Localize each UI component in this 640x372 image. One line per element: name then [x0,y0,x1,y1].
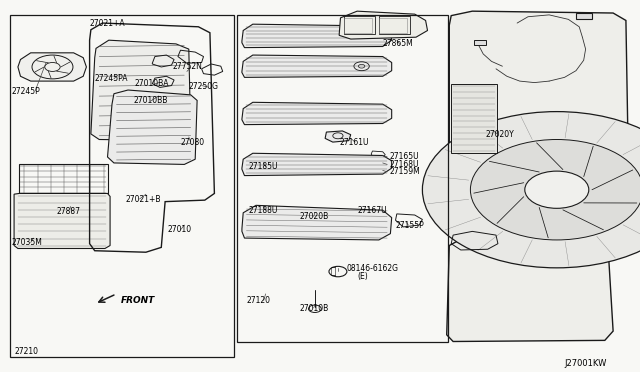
Bar [10,15,234,357]
Text: (E): (E) [357,272,368,280]
Text: 27155P: 27155P [396,221,424,230]
Text: 27188U: 27188U [248,206,278,215]
Text: 27185U: 27185U [248,162,278,171]
Text: 27010B: 27010B [300,304,329,312]
Text: 27021+B: 27021+B [125,195,161,203]
Text: 27159M: 27159M [389,167,420,176]
Bar [237,15,448,342]
Text: 27020Y: 27020Y [485,130,514,139]
Text: 08146-6162G: 08146-6162G [347,264,399,273]
Text: 27210: 27210 [14,347,38,356]
Text: Ⓔ: Ⓔ [331,267,336,276]
Polygon shape [242,55,392,77]
Text: 27887: 27887 [56,207,81,216]
Bar [451,84,497,153]
Circle shape [422,112,640,268]
Bar [344,18,372,33]
Text: 27865M: 27865M [383,39,413,48]
Text: 27021+A: 27021+A [90,19,125,28]
Text: 27245PA: 27245PA [95,74,128,83]
Polygon shape [242,205,392,240]
Bar [576,13,592,19]
Text: 27161U: 27161U [339,138,369,147]
Text: 27165U: 27165U [389,153,419,161]
Text: 27010BB: 27010BB [133,96,168,105]
Polygon shape [325,131,351,142]
Text: 27020B: 27020B [300,212,329,221]
Text: 27010BA: 27010BA [134,79,169,88]
Text: 27752N: 27752N [173,62,203,71]
Polygon shape [108,90,197,164]
Polygon shape [447,11,628,341]
Bar [19,164,108,194]
Text: 27080: 27080 [180,138,205,147]
Text: 27245P: 27245P [12,87,40,96]
Bar [379,16,410,34]
Polygon shape [242,153,392,176]
Polygon shape [14,193,110,248]
Polygon shape [242,102,392,125]
Text: 27035M: 27035M [12,238,42,247]
Circle shape [525,171,589,208]
Polygon shape [18,53,86,81]
Circle shape [470,140,640,240]
Text: 27010: 27010 [168,225,192,234]
Polygon shape [91,40,191,141]
Polygon shape [242,24,392,48]
Text: 27120: 27120 [246,296,270,305]
Text: J27001KW: J27001KW [564,359,607,368]
Text: 27168U: 27168U [389,160,419,169]
Bar [379,18,407,33]
Text: FRONT: FRONT [120,296,155,305]
Bar [344,16,375,34]
Text: 27167U: 27167U [357,206,387,215]
Text: 27250G: 27250G [189,82,219,91]
Polygon shape [339,11,428,39]
Bar [474,40,486,45]
